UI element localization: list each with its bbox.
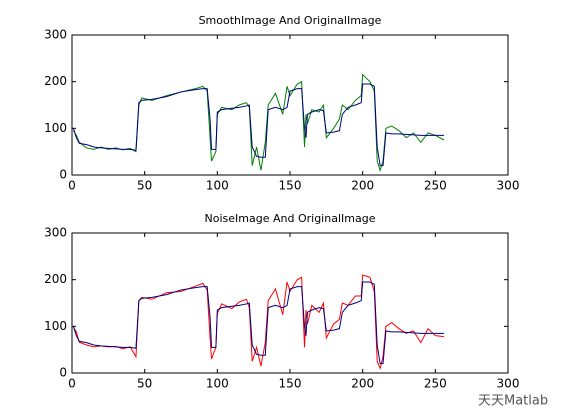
x-tick-label: 100 [206, 377, 229, 391]
x-tick-label: 200 [351, 179, 374, 193]
y-tick-label: 100 [44, 121, 67, 135]
y-tick-label: 200 [44, 74, 67, 88]
y-tick-label: 200 [44, 272, 67, 286]
x-tick-label: 100 [206, 179, 229, 193]
y-tick-label: 100 [44, 319, 67, 333]
x-tick-label: 150 [279, 179, 302, 193]
x-tick-label: 50 [137, 377, 152, 391]
chart-title: NoiseImage And OriginalImage [205, 212, 376, 225]
x-tick-label: 300 [497, 377, 520, 391]
watermark: 天天Matlab [478, 394, 548, 409]
x-tick-label: 0 [68, 377, 76, 391]
x-tick-label: 250 [424, 179, 447, 193]
x-tick-label: 0 [68, 179, 76, 193]
x-tick-label: 200 [351, 377, 374, 391]
y-tick-label: 300 [44, 28, 67, 42]
chart-title: SmoothImage And OriginalImage [199, 14, 382, 27]
y-tick-label: 0 [59, 168, 67, 182]
y-tick-label: 0 [59, 366, 67, 380]
y-tick-label: 300 [44, 226, 67, 240]
data-line [72, 281, 445, 365]
x-tick-label: 300 [497, 179, 520, 193]
x-tick-label: 150 [279, 377, 302, 391]
x-tick-label: 250 [424, 377, 447, 391]
data-line [72, 83, 445, 167]
x-tick-label: 50 [137, 179, 152, 193]
